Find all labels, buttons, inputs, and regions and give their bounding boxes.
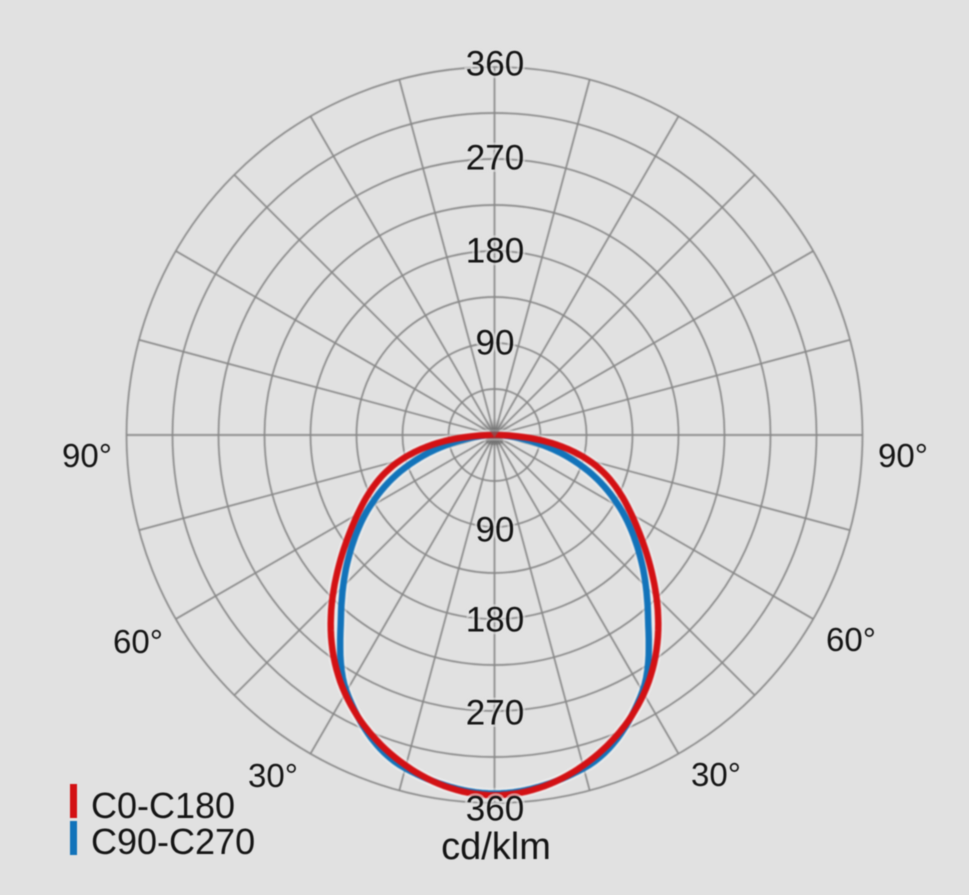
svg-text:270: 270: [466, 139, 524, 178]
svg-text:360: 360: [466, 45, 524, 84]
svg-text:C90-C270: C90-C270: [91, 821, 255, 862]
svg-text:90: 90: [476, 324, 515, 363]
svg-text:30°: 30°: [691, 756, 741, 793]
svg-text:90: 90: [476, 511, 515, 550]
svg-text:C0-C180: C0-C180: [91, 785, 235, 826]
svg-text:270: 270: [466, 694, 524, 733]
svg-text:30°: 30°: [248, 757, 298, 794]
svg-text:180: 180: [466, 232, 524, 271]
svg-text:60°: 60°: [113, 623, 163, 660]
svg-text:60°: 60°: [826, 621, 876, 658]
svg-text:90°: 90°: [878, 437, 928, 474]
svg-text:90°: 90°: [62, 437, 112, 474]
svg-text:cd/klm: cd/klm: [441, 826, 551, 868]
svg-text:360: 360: [466, 790, 524, 829]
svg-text:180: 180: [466, 601, 524, 640]
